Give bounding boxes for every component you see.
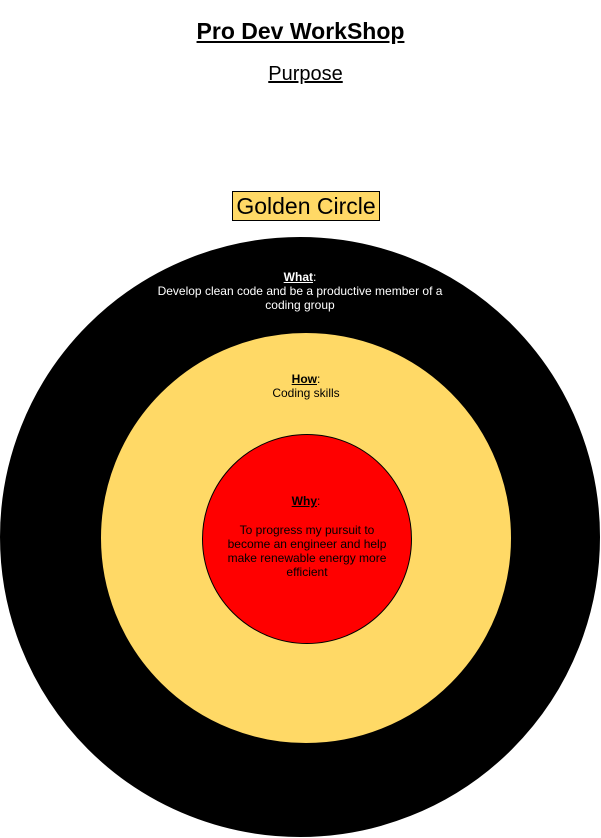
golden-circle-label: Golden Circle [232, 191, 380, 221]
how-heading: How [291, 372, 317, 386]
page-title: Pro Dev WorkShop [196, 18, 405, 44]
why-circle [202, 434, 412, 644]
why-heading-block: Why: [246, 494, 366, 508]
what-block: What: Develop clean code and be a produc… [150, 270, 450, 312]
what-description: Develop clean code and be a productive m… [157, 284, 443, 312]
how-block: How: Coding skills [206, 372, 406, 400]
what-colon: : [312, 270, 317, 284]
why-colon: : [317, 494, 321, 508]
how-description: Coding skills [272, 386, 340, 400]
how-colon: : [317, 372, 321, 386]
page-subtitle: Purpose [268, 63, 343, 85]
what-heading: What [283, 270, 313, 284]
why-heading: Why [291, 494, 317, 508]
why-description: To progress my pursuit to become an engi… [227, 523, 387, 579]
